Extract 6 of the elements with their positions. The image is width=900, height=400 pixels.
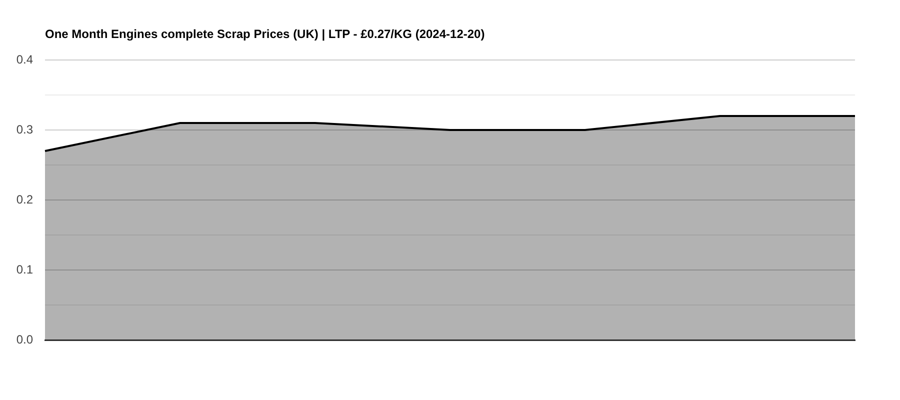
y-tick-label: 0.3 xyxy=(16,122,34,136)
y-tick-label: 0.4 xyxy=(16,52,34,66)
chart-title: One Month Engines complete Scrap Prices (UK) | LTP - £0.27/KG (2024-12-20) xyxy=(45,27,485,41)
y-tick-label: 0.0 xyxy=(16,332,34,346)
y-tick-label: 0.1 xyxy=(16,262,34,276)
y-tick-label: 0.2 xyxy=(16,192,34,206)
